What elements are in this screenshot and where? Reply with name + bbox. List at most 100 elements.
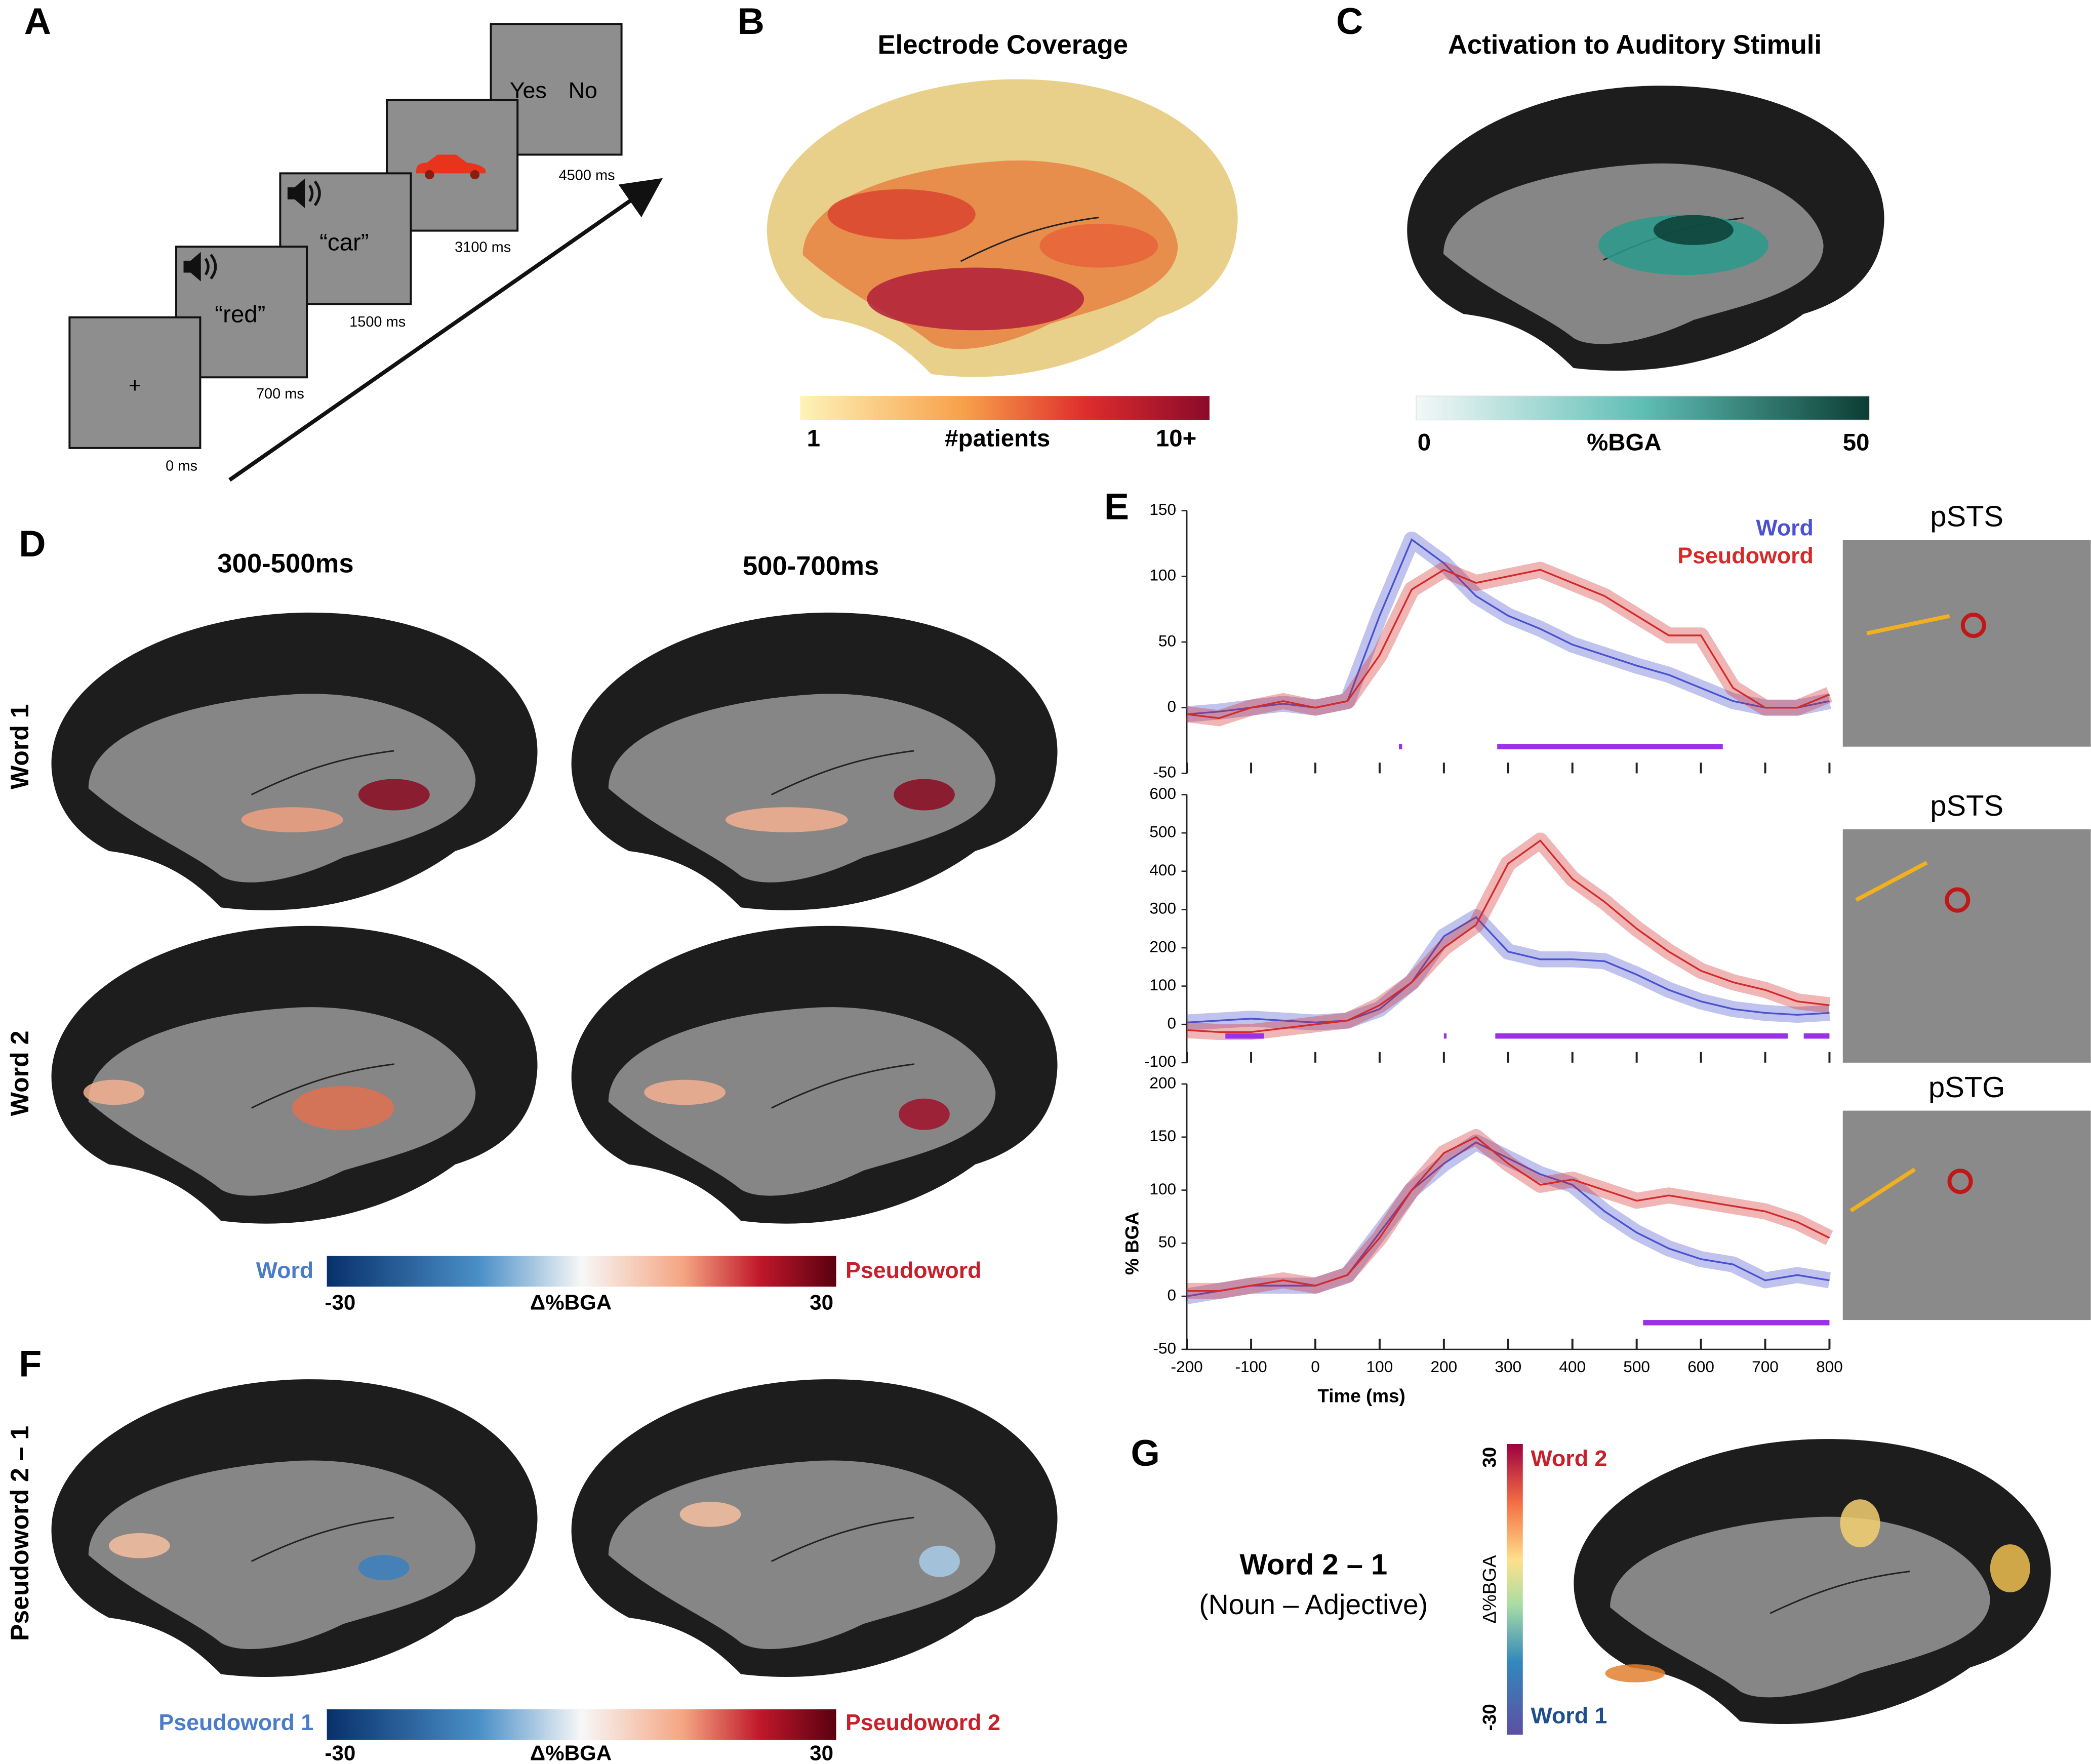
colorbar-label: -30 bbox=[1479, 1704, 1500, 1731]
y-tick-label: 50 bbox=[1158, 631, 1176, 650]
colorbar bbox=[1507, 1444, 1523, 1735]
brain bbox=[52, 613, 538, 910]
row-label: Pseudoword 2 – 1 bbox=[6, 1426, 34, 1641]
colorbar-label: Pseudoword 2 bbox=[846, 1710, 1000, 1735]
screen bbox=[68, 316, 202, 449]
colorbar-label: 50 bbox=[1843, 429, 1870, 456]
electrode-label: pSTS bbox=[1930, 501, 2003, 533]
row-label: Word 2 bbox=[6, 1031, 34, 1116]
colorbar-label: 30 bbox=[810, 1291, 833, 1314]
y-tick-label: 150 bbox=[1149, 1127, 1176, 1145]
colorbar bbox=[327, 1256, 836, 1287]
y-tick-label: -50 bbox=[1153, 1339, 1176, 1357]
screen-text: No bbox=[569, 78, 597, 103]
series-line bbox=[1187, 538, 1830, 715]
activation bbox=[292, 1086, 394, 1130]
series-line bbox=[1186, 1141, 1830, 1297]
colorbar-label: 1 bbox=[807, 425, 820, 452]
x-tick-label: 800 bbox=[1816, 1357, 1843, 1376]
column-label: 300-500ms bbox=[217, 548, 353, 578]
activation bbox=[241, 807, 343, 832]
x-tick-label: 200 bbox=[1431, 1357, 1458, 1376]
series-line bbox=[1187, 1136, 1830, 1292]
sulcus bbox=[772, 751, 914, 795]
brain-cortex bbox=[88, 1007, 476, 1196]
brain-images bbox=[52, 79, 2051, 1725]
significance-bar bbox=[1803, 1033, 1830, 1039]
brain bbox=[1407, 86, 1884, 371]
sulcus bbox=[252, 751, 394, 795]
brain bbox=[52, 926, 538, 1224]
colorbar-label: 30 bbox=[810, 1741, 833, 1764]
brain-cortex bbox=[608, 1007, 996, 1196]
colorbar bbox=[1416, 395, 1870, 421]
y-axis-label: % BGA bbox=[1122, 1212, 1143, 1275]
y-tick-label: 100 bbox=[1149, 976, 1176, 994]
series-band bbox=[1186, 562, 1833, 727]
series-band bbox=[1186, 909, 1830, 1031]
brain bbox=[572, 1379, 1058, 1677]
panel-letter: A bbox=[24, 0, 51, 42]
electrode-image bbox=[1842, 540, 2091, 747]
significance-bar bbox=[1495, 1033, 1788, 1039]
x-tick-label: 500 bbox=[1623, 1357, 1650, 1376]
x-tick-label: 700 bbox=[1752, 1357, 1779, 1376]
activation bbox=[1990, 1544, 2030, 1592]
panel-letter: D bbox=[19, 523, 46, 565]
electrode-marker bbox=[1960, 613, 1986, 638]
sulcus bbox=[961, 218, 1099, 262]
colorbar-label: Pseudoword 1 bbox=[158, 1710, 313, 1735]
sulcus bbox=[252, 1064, 394, 1108]
significance-bar bbox=[1497, 744, 1723, 749]
panel-subtitle: (Noun – Adjective) bbox=[1199, 1589, 1428, 1620]
sulcus bbox=[772, 1064, 914, 1108]
colorbar-label: -30 bbox=[325, 1741, 355, 1764]
activation bbox=[679, 1502, 741, 1527]
x-tick-label: 400 bbox=[1559, 1357, 1586, 1376]
speaker-icon bbox=[183, 178, 321, 282]
colorbar-label: Word bbox=[256, 1258, 314, 1283]
screen-text: “car” bbox=[319, 229, 369, 256]
brain bbox=[572, 926, 1058, 1224]
x-tick-label: 600 bbox=[1687, 1357, 1714, 1376]
sulcus bbox=[252, 1517, 394, 1561]
brain bbox=[52, 1379, 538, 1677]
y-tick-label: 100 bbox=[1149, 566, 1176, 584]
x-axis-label: Time (ms) bbox=[1317, 1386, 1405, 1407]
series-line bbox=[1186, 569, 1830, 719]
y-tick-label: 0 bbox=[1167, 1014, 1176, 1032]
panel-letter: C bbox=[1336, 0, 1363, 42]
activation bbox=[1653, 215, 1734, 245]
sulcus bbox=[1770, 1571, 1910, 1613]
time-label: 4500 ms bbox=[559, 167, 615, 183]
screen-text: + bbox=[129, 373, 141, 397]
activation bbox=[726, 807, 848, 832]
x-tick-label: -100 bbox=[1235, 1357, 1267, 1376]
colorbar-label: Word 1 bbox=[1531, 1703, 1607, 1729]
screen-text: “red” bbox=[215, 301, 265, 328]
activation bbox=[899, 1098, 950, 1130]
time-label: 0 ms bbox=[166, 458, 197, 474]
panel-title: Electrode Coverage bbox=[877, 30, 1128, 60]
marker-line bbox=[1855, 861, 1928, 902]
colorbar-label: %BGA bbox=[1587, 429, 1661, 456]
electrode-label: pSTS bbox=[1930, 790, 2003, 822]
y-tick-label: 500 bbox=[1149, 822, 1176, 840]
brain bbox=[572, 613, 1058, 910]
panel-letter: B bbox=[738, 0, 765, 42]
x-tick-label: 0 bbox=[1311, 1357, 1320, 1376]
column-label: 500-700ms bbox=[743, 551, 879, 581]
row-label: Word 1 bbox=[6, 704, 34, 789]
electrode-label: pSTG bbox=[1928, 1071, 2005, 1104]
brain-cortex bbox=[88, 694, 476, 883]
marker-line bbox=[1866, 614, 1950, 635]
y-tick-label: 0 bbox=[1167, 1286, 1176, 1304]
electrode-image bbox=[1842, 1110, 2091, 1320]
y-tick-label: 300 bbox=[1149, 899, 1176, 917]
activation bbox=[1605, 1664, 1665, 1682]
significance-bar bbox=[1643, 1320, 1830, 1326]
x-tick-label: 300 bbox=[1495, 1357, 1521, 1376]
electrode-marker bbox=[1945, 887, 1971, 913]
marker-line bbox=[1849, 1168, 1916, 1213]
